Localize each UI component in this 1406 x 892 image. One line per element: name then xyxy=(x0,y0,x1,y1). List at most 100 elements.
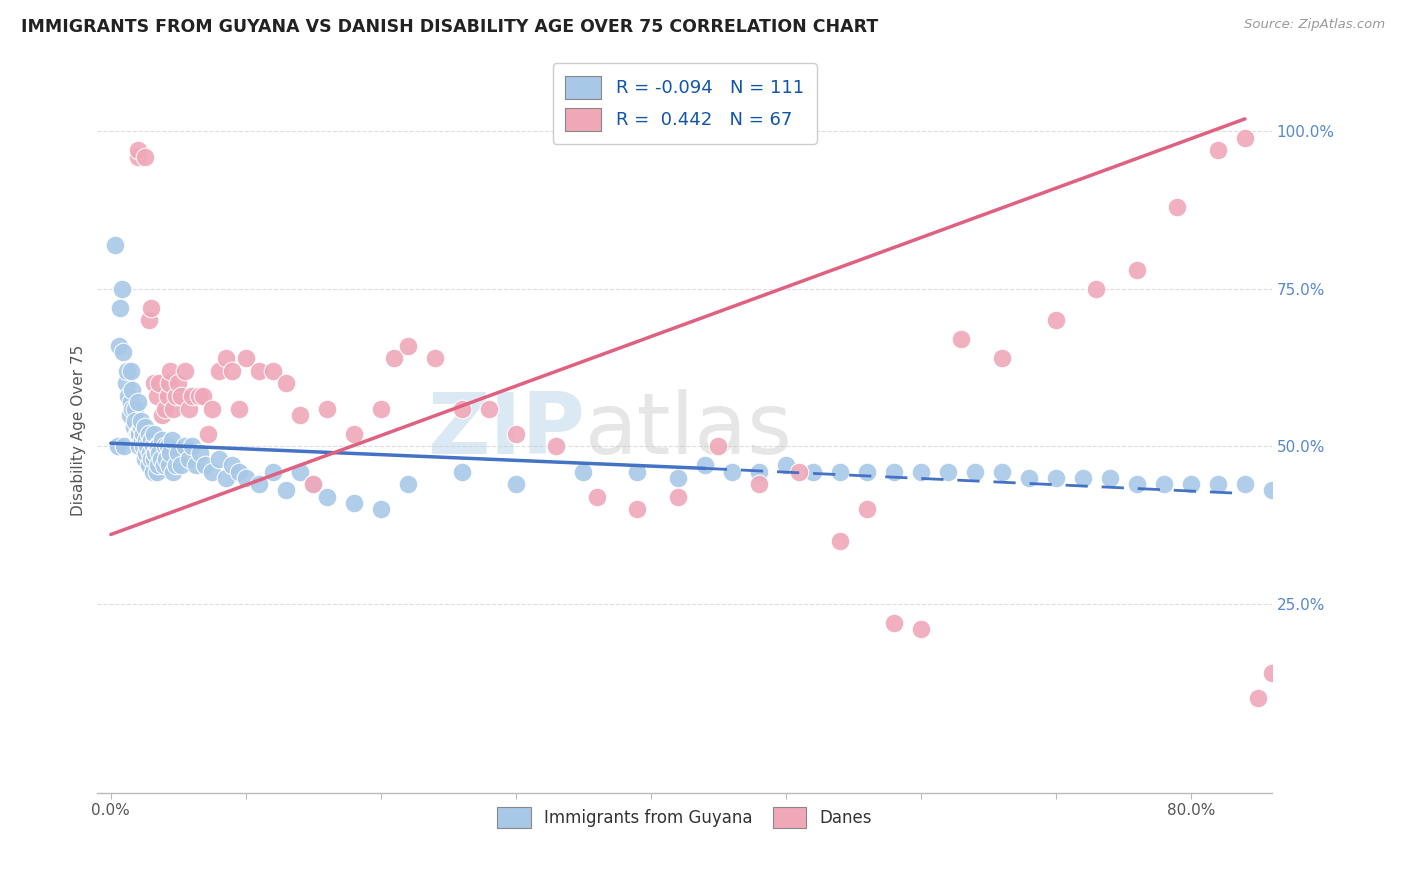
Point xyxy=(165,458,187,473)
Point xyxy=(124,401,146,416)
Point xyxy=(262,465,284,479)
Point xyxy=(131,433,153,447)
Text: Source: ZipAtlas.com: Source: ZipAtlas.com xyxy=(1244,18,1385,31)
Point xyxy=(693,458,716,473)
Point xyxy=(221,458,243,473)
Point xyxy=(121,401,143,416)
Point xyxy=(115,364,138,378)
Point xyxy=(775,458,797,473)
Point xyxy=(146,458,169,473)
Point xyxy=(748,477,770,491)
Point xyxy=(127,395,149,409)
Point xyxy=(991,465,1014,479)
Point xyxy=(721,465,744,479)
Point xyxy=(1045,313,1067,327)
Point xyxy=(142,465,165,479)
Point xyxy=(145,445,167,459)
Point xyxy=(156,439,179,453)
Point xyxy=(1206,477,1229,491)
Point xyxy=(132,426,155,441)
Point xyxy=(191,389,214,403)
Point xyxy=(107,439,129,453)
Point xyxy=(910,465,932,479)
Point xyxy=(666,471,689,485)
Point xyxy=(1085,282,1108,296)
Point xyxy=(1166,200,1188,214)
Point xyxy=(707,439,730,453)
Point xyxy=(856,465,879,479)
Point xyxy=(396,338,419,352)
Point xyxy=(910,622,932,636)
Point xyxy=(127,426,149,441)
Point xyxy=(214,471,236,485)
Point xyxy=(1018,471,1040,485)
Point xyxy=(828,533,851,548)
Point xyxy=(157,458,180,473)
Point xyxy=(505,426,527,441)
Point xyxy=(148,445,170,459)
Point xyxy=(626,502,648,516)
Point xyxy=(1098,471,1121,485)
Point xyxy=(127,144,149,158)
Point xyxy=(167,376,190,391)
Point xyxy=(165,389,187,403)
Legend: Immigrants from Guyana, Danes: Immigrants from Guyana, Danes xyxy=(491,800,879,835)
Point xyxy=(276,376,298,391)
Point xyxy=(167,445,190,459)
Point xyxy=(146,439,169,453)
Point xyxy=(118,408,141,422)
Point xyxy=(162,465,184,479)
Point xyxy=(963,465,986,479)
Point xyxy=(201,465,224,479)
Point xyxy=(1126,477,1149,491)
Point xyxy=(883,615,905,630)
Text: IMMIGRANTS FROM GUYANA VS DANISH DISABILITY AGE OVER 75 CORRELATION CHART: IMMIGRANTS FROM GUYANA VS DANISH DISABIL… xyxy=(21,18,879,36)
Point xyxy=(143,376,166,391)
Point xyxy=(170,389,193,403)
Point xyxy=(1180,477,1202,491)
Point xyxy=(228,465,250,479)
Point xyxy=(120,364,142,378)
Point xyxy=(262,364,284,378)
Point xyxy=(128,439,150,453)
Text: ZIP: ZIP xyxy=(427,389,585,472)
Point xyxy=(370,502,392,516)
Point xyxy=(143,451,166,466)
Point xyxy=(247,477,270,491)
Point xyxy=(180,439,202,453)
Point xyxy=(149,451,172,466)
Point xyxy=(505,477,527,491)
Point xyxy=(1288,483,1310,498)
Point xyxy=(156,389,179,403)
Point xyxy=(302,477,325,491)
Point xyxy=(145,439,167,453)
Point xyxy=(153,401,176,416)
Point xyxy=(159,445,181,459)
Point xyxy=(150,408,173,422)
Point xyxy=(1233,477,1256,491)
Point xyxy=(129,420,152,434)
Point xyxy=(148,376,170,391)
Point xyxy=(801,465,824,479)
Point xyxy=(114,376,136,391)
Point xyxy=(194,458,217,473)
Point xyxy=(143,426,166,441)
Point xyxy=(1261,666,1284,681)
Point xyxy=(1045,471,1067,485)
Point xyxy=(129,414,152,428)
Point xyxy=(315,490,337,504)
Point xyxy=(208,364,231,378)
Point xyxy=(1071,471,1094,485)
Point xyxy=(125,426,148,441)
Point xyxy=(450,465,472,479)
Point xyxy=(1126,263,1149,277)
Point xyxy=(748,465,770,479)
Point xyxy=(179,451,201,466)
Point xyxy=(134,451,156,466)
Point xyxy=(160,433,183,447)
Y-axis label: Disability Age Over 75: Disability Age Over 75 xyxy=(72,345,86,516)
Point xyxy=(208,451,231,466)
Point xyxy=(174,364,197,378)
Point xyxy=(120,395,142,409)
Point xyxy=(135,445,157,459)
